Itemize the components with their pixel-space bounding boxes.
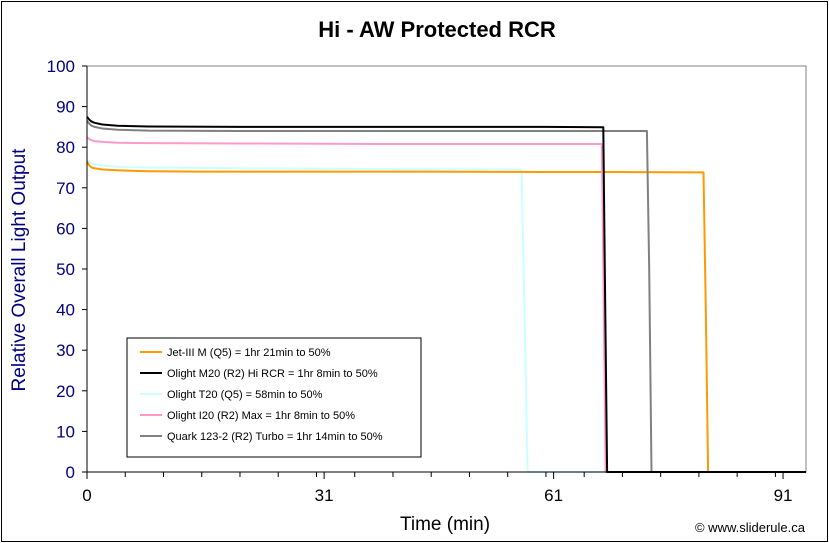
credit-text: © www.sliderule.ca (695, 520, 806, 535)
y-tick-label: 100 (47, 57, 75, 76)
series-line-2 (86, 116, 806, 473)
y-tick-label: 0 (66, 463, 75, 482)
y-tick-label: 20 (56, 382, 75, 401)
series-layer (86, 116, 806, 473)
legend-label-3: Olight T20 (Q5) = 58min to 50% (167, 389, 323, 401)
y-tick-label: 40 (56, 301, 75, 320)
legend-label-4: Olight I20 (R2) Max = 1hr 8min to 50% (167, 410, 355, 422)
x-tick-label: 31 (315, 486, 334, 505)
y-tick-label: 10 (56, 422, 75, 441)
y-tick-label: 50 (56, 260, 75, 279)
x-tick-label: 61 (544, 486, 563, 505)
y-tick-label: 30 (56, 341, 75, 360)
series-line-1 (86, 160, 806, 473)
series-line-4 (86, 136, 806, 473)
axes: 0 10 20 30 40 50 60 70 80 90 100 0 31 61 91 (47, 57, 806, 505)
y-tick-label: 80 (56, 138, 75, 157)
y-tick-label: 60 (56, 219, 75, 238)
chart-title: Hi - AW Protected RCR (318, 17, 556, 42)
legend-label-2: Olight M20 (R2) Hi RCR = 1hr 8min to 50% (167, 368, 378, 380)
x-tick-label: 0 (82, 486, 91, 505)
y-tick-label: 70 (56, 179, 75, 198)
y-axis-label: Relative Overall Light Output (9, 148, 30, 392)
x-tick-label: 91 (774, 486, 793, 505)
series-line-3 (86, 158, 806, 473)
series-line-5 (86, 120, 806, 473)
legend-box (126, 337, 422, 458)
legend: Jet-III M (Q5) = 1hr 21min to 50% Olight … (126, 337, 422, 458)
y-tick-label: 90 (56, 98, 75, 117)
x-axis-label: Time (min) (400, 514, 490, 535)
legend-label-1: Jet-III M (Q5) = 1hr 21min to 50% (167, 347, 331, 359)
legend-label-5: Quark 123-2 (R2) Turbo = 1hr 14min to 50… (167, 431, 383, 443)
